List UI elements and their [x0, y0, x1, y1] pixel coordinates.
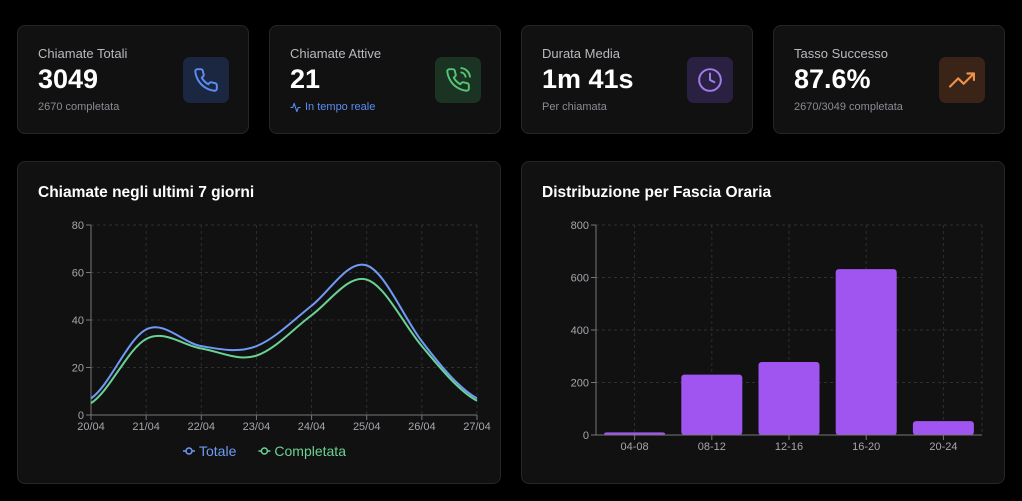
clock-icon — [687, 57, 733, 103]
series-line-totale — [90, 263, 478, 400]
x-tick-label: 23/04 — [243, 421, 271, 433]
x-tick-label: 27/04 — [463, 421, 491, 433]
x-tick-label: 04-08 — [621, 441, 649, 453]
stat-card-active-calls: Chiamate Attive 21 In tempo reale — [269, 25, 501, 134]
legend-label: Completata — [274, 443, 346, 459]
y-tick-label: 0 — [78, 410, 84, 422]
y-tick-label: 0 — [583, 430, 589, 442]
bar-12-16 — [758, 362, 820, 435]
y-tick-label: 80 — [72, 220, 84, 232]
chart-title: Chiamate negli ultimi 7 giorni — [38, 184, 255, 201]
legend-marker — [260, 447, 269, 455]
stat-title: Chiamate Totali — [38, 46, 128, 61]
x-tick-label: 24/04 — [298, 421, 326, 433]
stat-card-total-calls: Chiamate Totali 3049 2670 completata — [17, 25, 249, 134]
y-tick-label: 200 — [571, 378, 589, 390]
x-tick-label: 08-12 — [698, 441, 726, 453]
y-tick-label: 400 — [571, 325, 589, 337]
stat-subtitle: In tempo reale — [290, 101, 375, 113]
phone-call-icon — [435, 57, 481, 103]
x-tick-label: 20-24 — [929, 441, 957, 453]
stat-subtitle: 2670/3049 completata — [794, 101, 903, 113]
series-line-completata — [90, 277, 478, 404]
stat-subtitle-text: 2670 completata — [38, 101, 120, 113]
x-tick-label: 12-16 — [775, 441, 803, 453]
stat-subtitle-text: In tempo reale — [305, 101, 376, 113]
y-tick-label: 600 — [571, 273, 589, 285]
phone-icon — [183, 57, 229, 103]
bar-chart-card: Distribuzione per Fascia Oraria 0 200 400 6… — [521, 161, 1005, 484]
bar-04-08 — [604, 432, 666, 435]
legend-marker — [185, 447, 193, 455]
y-tick-label: 40 — [72, 315, 84, 327]
x-tick-label: 26/04 — [408, 421, 436, 433]
bar-08-12 — [681, 374, 743, 435]
stat-card-success-rate: Tasso Successo 87.6% 2670/3049 completat… — [773, 25, 1005, 134]
stat-subtitle-text: 2670/3049 completata — [794, 101, 903, 113]
stat-card-average-duration: Durata Media 1m 41s Per chiamata — [521, 25, 753, 134]
y-tick-label: 60 — [72, 268, 84, 280]
stat-title: Tasso Successo — [794, 46, 888, 61]
bar-16-20 — [835, 269, 897, 435]
chart-title: Distribuzione per Fascia Oraria — [542, 184, 772, 201]
stat-subtitle: Per chiamata — [542, 101, 607, 113]
line-chart-card: Chiamate negli ultimi 7 giorni 0 20 40 60 80… — [17, 161, 501, 484]
y-tick-label: 800 — [571, 220, 589, 232]
stat-value: 87.6% — [794, 64, 871, 94]
x-tick-label: 20/04 — [77, 421, 105, 433]
legend-label: Totale — [199, 443, 237, 459]
y-tick-label: 20 — [72, 363, 84, 375]
trending-up-icon — [939, 57, 985, 103]
stat-value: 1m 41s — [542, 64, 634, 94]
bar-chart: 0 200 400 600 800 04-08 08-12 12-16 16-20 20-24 — [571, 220, 983, 453]
stat-title: Chiamate Attive — [290, 46, 382, 61]
x-tick-label: 21/04 — [132, 421, 160, 433]
activity-icon — [290, 102, 301, 112]
stat-subtitle-text: Per chiamata — [542, 101, 607, 113]
line-chart: 0 20 40 60 80 20/04 21/04 22/04 23/04 24/04 25/04 2… — [72, 220, 491, 459]
bar-20-24 — [912, 421, 974, 435]
x-tick-label: 22/04 — [188, 421, 216, 433]
stat-title: Durata Media — [542, 46, 621, 61]
x-tick-label: 25/04 — [353, 421, 381, 433]
x-tick-label: 16-20 — [852, 441, 880, 453]
stat-subtitle: 2670 completata — [38, 101, 119, 113]
stat-value: 3049 — [38, 64, 99, 94]
stat-value: 21 — [290, 64, 321, 94]
